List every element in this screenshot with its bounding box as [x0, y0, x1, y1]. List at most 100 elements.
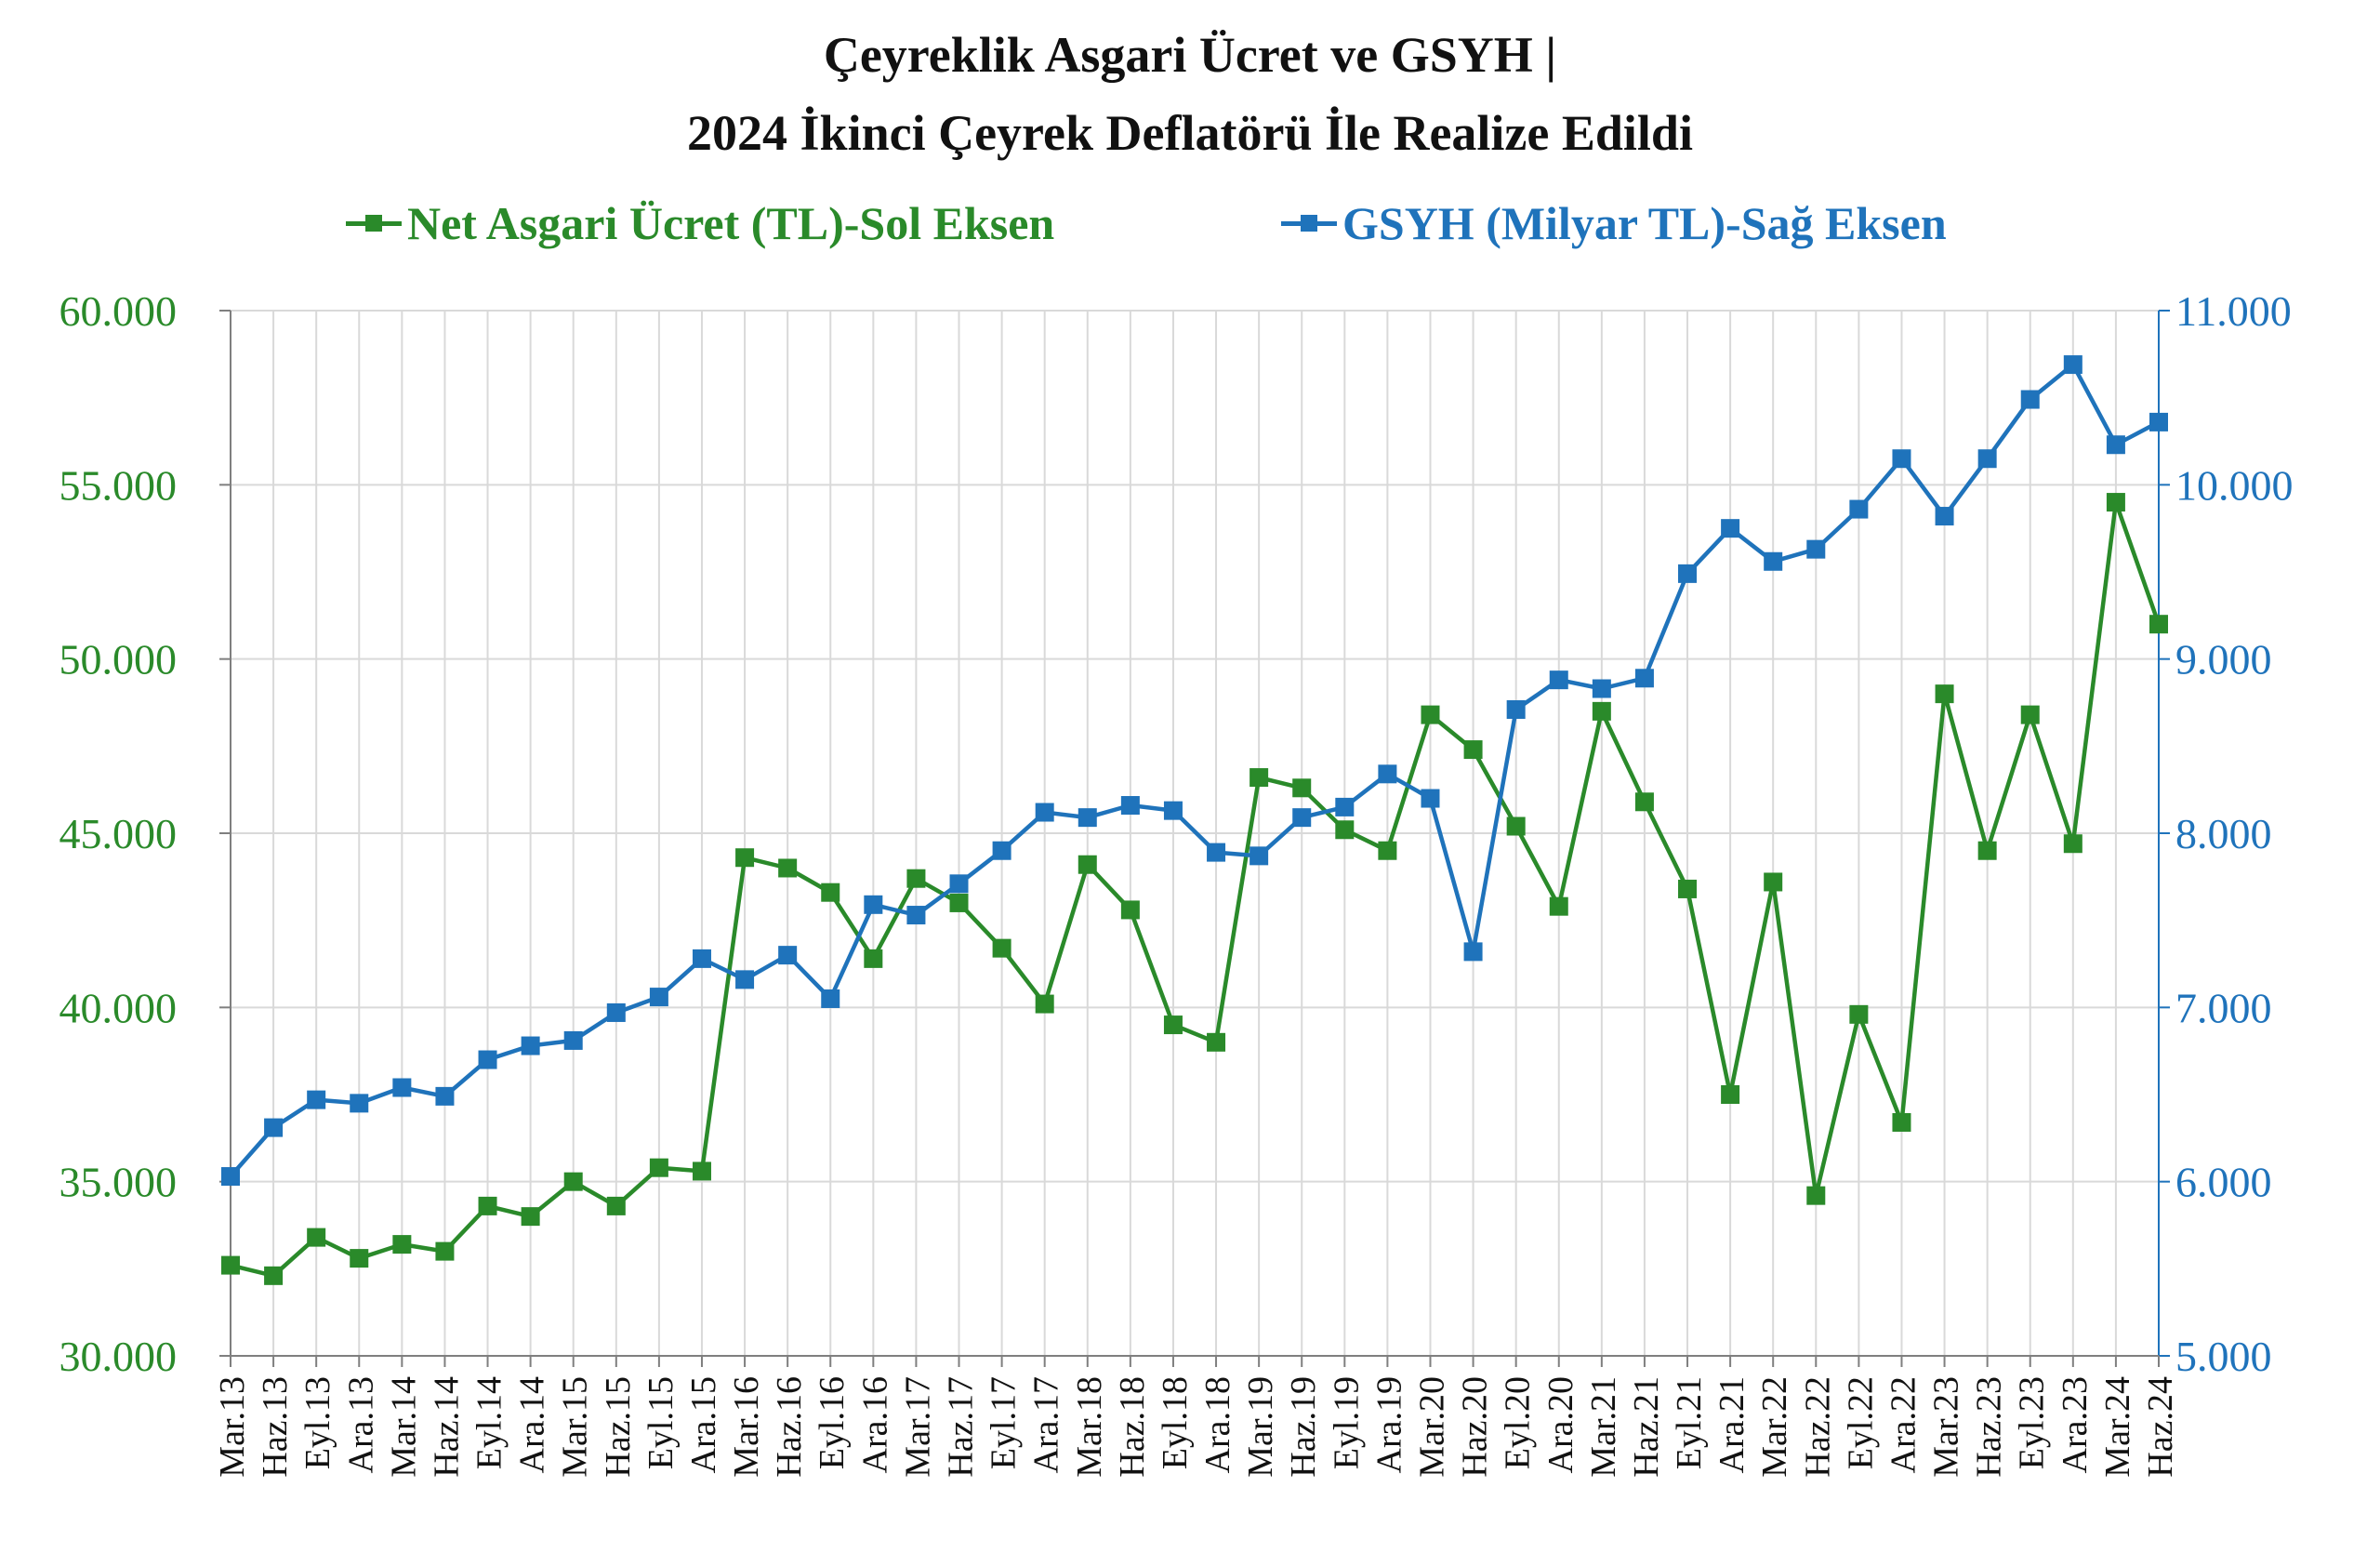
data-point-marker: [1506, 816, 1526, 836]
data-point-marker: [1335, 820, 1355, 840]
x-axis-category-label: Haz.21: [1627, 1376, 1666, 1478]
data-point-marker: [2149, 615, 2168, 634]
data-point-marker: [1678, 879, 1698, 898]
right-axis-tick-label: 6.000: [2175, 1159, 2272, 1206]
data-point-marker: [1506, 699, 1526, 719]
x-axis-category-label: Mar.18: [1070, 1376, 1109, 1478]
data-point-marker: [1292, 808, 1312, 828]
x-axis-category-label: Ara.17: [1027, 1376, 1066, 1473]
right-axis-tick-label: 10.000: [2175, 461, 2294, 509]
x-axis-category-label: Ara.18: [1198, 1376, 1237, 1473]
data-point-marker: [1207, 843, 1226, 862]
data-point-marker: [1335, 797, 1355, 816]
series-layer: [221, 355, 2168, 1285]
right-axis-tick-label: 5.000: [2175, 1333, 2272, 1380]
data-point-marker: [1035, 803, 1054, 822]
x-axis-category-label: Mar.20: [1412, 1376, 1451, 1478]
data-point-marker: [1592, 701, 1611, 721]
blue-line-marker-icon: [1281, 205, 1337, 242]
series-line: [230, 499, 2162, 1279]
x-axis-category-label: Haz.18: [1113, 1376, 1152, 1478]
data-point-marker: [2106, 435, 2125, 455]
left-axis-tick-label: 40.000: [60, 984, 178, 1031]
x-axis-category-label: Eyl.15: [641, 1376, 681, 1469]
data-point-marker: [264, 1266, 284, 1285]
data-point-marker: [735, 848, 755, 868]
data-point-marker: [1378, 764, 1397, 784]
x-axis-category-label: Haz.17: [942, 1376, 981, 1478]
x-axis-category-label: Mar.16: [727, 1376, 766, 1478]
right-axis-tick-label: 8.000: [2175, 810, 2272, 857]
left-axis-tick-label: 35.000: [60, 1159, 178, 1206]
x-axis-category-label: Mar.22: [1755, 1376, 1794, 1478]
x-axis-category-label: Ara.23: [2056, 1376, 2095, 1473]
x-axis-category-label: Ara.22: [1884, 1376, 1923, 1473]
data-point-marker: [1421, 705, 1440, 724]
data-point-marker: [1721, 519, 1740, 538]
x-axis-category-label: Ara.14: [513, 1376, 552, 1473]
data-point-marker: [821, 989, 840, 1008]
data-point-marker: [778, 858, 798, 878]
x-axis-category-label: Eyl.14: [470, 1376, 509, 1469]
x-axis-category-label: Ara.13: [341, 1376, 380, 1473]
data-point-marker: [606, 1196, 626, 1215]
green-line-marker-icon: [346, 205, 402, 242]
x-axis-category-label: Eyl.13: [298, 1376, 337, 1469]
data-point-marker: [307, 1228, 326, 1247]
data-point-marker: [2020, 390, 2040, 409]
data-point-marker: [1549, 670, 1568, 690]
data-point-marker: [1678, 564, 1698, 583]
data-point-marker: [1935, 684, 1954, 704]
data-point-marker: [692, 949, 711, 968]
data-point-marker: [1977, 841, 1997, 860]
data-point-marker: [606, 1002, 626, 1022]
data-point-marker: [1250, 768, 1269, 788]
data-point-marker: [521, 1036, 540, 1055]
data-point-marker: [949, 874, 969, 894]
x-axis-category-label: Mar.13: [213, 1376, 252, 1478]
data-point-marker: [864, 895, 883, 914]
data-point-marker: [1207, 1032, 1226, 1052]
x-axis-category-label: Haz.23: [1970, 1376, 2009, 1478]
x-axis-category-label: Haz.16: [770, 1376, 809, 1478]
left-axis-tick-label: 45.000: [60, 810, 178, 857]
data-point-marker: [649, 988, 668, 1007]
data-point-marker: [1120, 900, 1140, 920]
x-axis-category-label: Eyl.20: [1499, 1376, 1538, 1469]
data-point-marker: [1378, 841, 1397, 860]
data-point-marker: [2149, 412, 2168, 431]
data-point-marker: [2063, 834, 2082, 854]
legend-label-net-asgari-ucret: Net Asgari Ücret (TL)-Sol Eksen: [407, 197, 1055, 249]
data-point-marker: [1892, 1112, 1911, 1132]
data-point-marker: [1634, 792, 1654, 812]
data-point-marker: [1035, 994, 1054, 1014]
left-axis-tick-label: 50.000: [60, 636, 178, 684]
data-point-marker: [1721, 1085, 1740, 1104]
data-point-marker: [1163, 1015, 1183, 1035]
legend-item-gsyh: GSYH (Milyar TL)-Sağ Eksen: [1281, 195, 1947, 251]
data-point-marker: [1463, 942, 1483, 962]
data-point-marker: [735, 970, 755, 989]
axes: [219, 310, 2170, 1367]
x-axis-category-label: Eyl.18: [1156, 1376, 1195, 1469]
data-point-marker: [1935, 507, 1954, 526]
series-net-asgari-ucret: [221, 493, 2168, 1285]
x-axis-category-label: Eyl.22: [1841, 1376, 1880, 1469]
x-axis-category-label: Eyl.16: [813, 1376, 852, 1469]
data-point-marker: [1892, 449, 1911, 469]
x-axis-category-label: Eyl.21: [1670, 1376, 1709, 1469]
data-point-marker: [949, 893, 969, 912]
x-axis-category-label: Eyl.17: [985, 1376, 1024, 1469]
x-axis-category-label: Ara.19: [1369, 1376, 1408, 1473]
x-axis-category-label: Haz.20: [1456, 1376, 1495, 1478]
data-point-marker: [563, 1172, 583, 1191]
data-point-marker: [1977, 449, 1997, 469]
x-axis-category-label: Ara.21: [1712, 1376, 1752, 1473]
data-point-marker: [778, 946, 798, 965]
data-point-marker: [1764, 551, 1783, 571]
legend-item-net-asgari-ucret: Net Asgari Ücret (TL)-Sol Eksen: [346, 195, 1054, 251]
data-point-marker: [2063, 355, 2082, 375]
data-point-marker: [1463, 740, 1483, 760]
x-axis-category-label: Mar.23: [1927, 1376, 1966, 1478]
right-axis-tick-label: 7.000: [2175, 984, 2272, 1031]
